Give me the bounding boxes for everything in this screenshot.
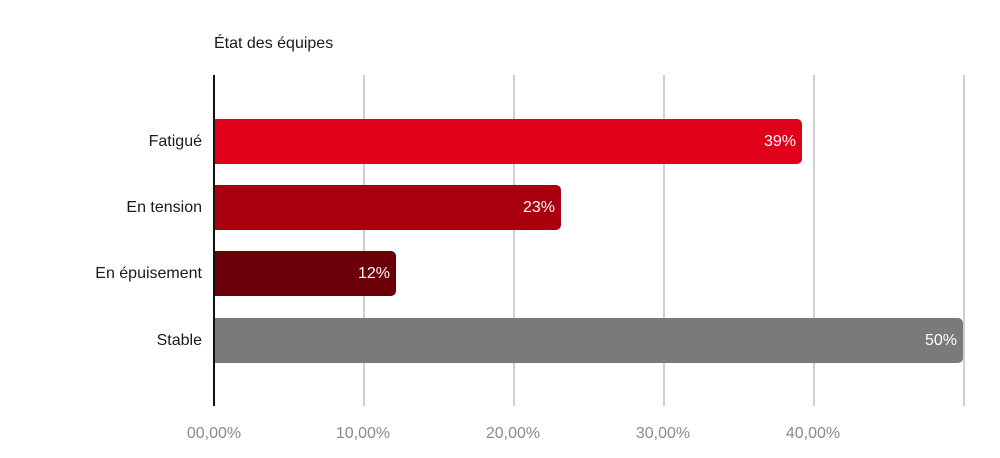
gridline-30 <box>663 75 665 406</box>
category-label: Fatigué <box>148 133 202 150</box>
chart-title: État des équipes <box>214 35 334 52</box>
category-label: En tension <box>126 199 202 216</box>
gridline-20 <box>513 75 515 406</box>
x-tick-label: 30,00% <box>635 425 691 442</box>
bar-en-tension: 23% <box>214 185 561 230</box>
bar-en-epuisement: 12% <box>214 251 396 296</box>
x-tick-label: 10,00% <box>335 425 391 442</box>
bar-stable: 50% <box>214 318 963 363</box>
x-tick-label: 40,00% <box>785 425 841 442</box>
bar-fatigue: 39% <box>214 119 802 164</box>
x-tick-label: 20,00% <box>485 425 541 442</box>
gridline-50 <box>963 75 965 406</box>
bar-value-label: 39% <box>763 132 796 150</box>
category-label: Stable <box>156 332 202 349</box>
bar-value-label: 12% <box>357 264 390 282</box>
category-label: En épuisement <box>95 265 202 282</box>
x-tick-label: 00,00% <box>186 425 242 442</box>
bar-value-label: 50% <box>924 331 957 349</box>
gridline-10 <box>363 75 365 406</box>
gridline-40 <box>813 75 815 406</box>
y-axis-line <box>213 75 215 406</box>
bar-value-label: 23% <box>522 198 555 216</box>
plot-area: 39% 23% 12% 50% <box>213 75 965 406</box>
